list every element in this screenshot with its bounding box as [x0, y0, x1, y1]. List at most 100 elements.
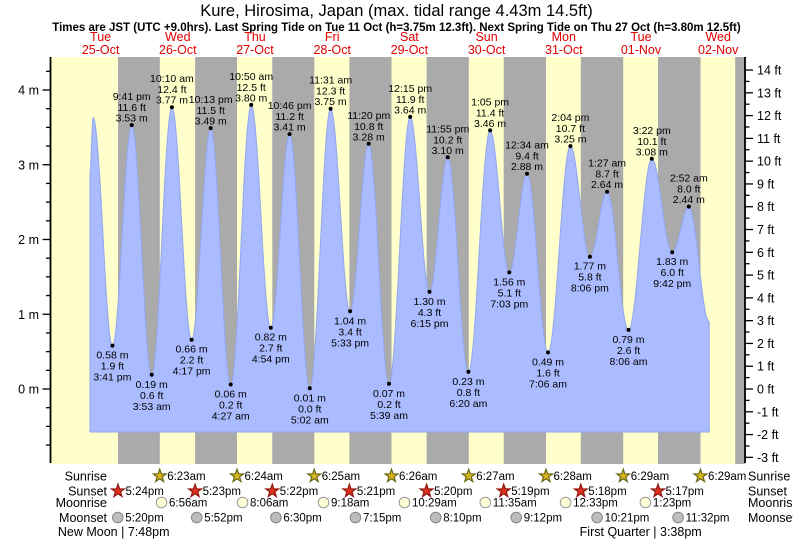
day-label-date: 31-Oct [545, 43, 583, 57]
left-tick-label: 4 m [18, 84, 39, 98]
tide-dot [110, 343, 115, 348]
high-tide-ft: 12.4 ft [157, 84, 186, 96]
high-tide-ft: 10.7 ft [556, 123, 585, 135]
high-tide-ft: 11.2 ft [275, 111, 303, 123]
high-tide-ft: 12.3 ft [316, 86, 345, 98]
sunrise-time: 6:26am [399, 471, 437, 483]
high-tide-time: 3:22 pm [633, 125, 671, 137]
high-tide-m: 3.77 m [156, 95, 188, 107]
row-label-sunset-right: Sunset [748, 485, 787, 499]
sunset-time: 5:24pm [126, 486, 164, 498]
right-tick-label: 6 ft [757, 246, 775, 260]
right-tick-label: 3 ft [757, 314, 775, 328]
sunrise-time: 6:29am [631, 471, 669, 483]
tide-dot [249, 102, 254, 107]
left-tick-label: 0 m [18, 383, 39, 397]
low-tide-time: 9:42 pm [653, 278, 691, 290]
tide-dot [507, 270, 512, 275]
high-tide-m: 2.44 m [673, 194, 705, 206]
low-tide-ft: 3.4 ft [338, 326, 361, 338]
tide-dot [568, 144, 573, 149]
right-tick-label: -1 ft [757, 405, 779, 419]
tide-dot [445, 155, 450, 160]
moonset-time: 9:12pm [524, 513, 562, 525]
moonset-time: 5:52pm [204, 513, 242, 525]
moonrise-time: 10:29am [412, 498, 457, 510]
high-tide-ft: 8.7 ft [595, 169, 618, 181]
tide-dot [268, 325, 273, 330]
moonrise-time: 8:06am [250, 498, 288, 510]
high-tide-ft: 11.4 ft [476, 107, 504, 119]
moonrise-time: 1:23pm [653, 498, 691, 510]
moonrise-icon [639, 496, 652, 509]
high-tide-m: 3.49 m [195, 116, 227, 128]
right-tick-label: 5 ft [757, 269, 775, 283]
moonset-icon [510, 511, 523, 524]
low-tide-m: 1.04 m [334, 315, 366, 327]
sunrise-time: 6:25am [322, 471, 360, 483]
moonset-time: 8:10pm [443, 513, 481, 525]
page-title: Kure, Hirosima, Japan (max. tidal range … [200, 2, 593, 20]
low-tide-time: 4:27 am [212, 411, 250, 423]
high-tide-time: 10:50 am [229, 71, 273, 83]
high-tide-m: 2.88 m [511, 161, 543, 173]
high-tide-ft: 11.5 ft [196, 105, 224, 117]
low-tide-time: 6:20 am [449, 398, 487, 410]
sunset-icon [495, 482, 512, 498]
low-tide-m: 0.01 m [294, 392, 326, 404]
sunrise-icon [151, 467, 168, 484]
moonrise-time: 9:18am [331, 498, 369, 510]
low-tide-ft: 1.6 ft [536, 367, 559, 379]
high-tide-m: 3.25 m [554, 134, 586, 146]
day-label-name: Sun [475, 30, 497, 44]
right-tick-label: 13 ft [757, 86, 782, 100]
sunrise-icon [460, 467, 477, 484]
moonset-icon [270, 511, 282, 524]
tide-dot [649, 156, 654, 161]
low-tide-time: 3:41 pm [93, 372, 131, 384]
low-tide-m: 0.23 m [452, 376, 484, 388]
sunrise-time: 6:27am [476, 471, 514, 483]
right-tick-label: 1 ft [757, 360, 775, 374]
moonrise-icon [317, 496, 330, 509]
row-label-sunset-left: Sunset [68, 485, 107, 499]
day-label-name: Tue [630, 30, 651, 44]
moonrise-time: 12:33pm [573, 498, 618, 510]
day-label-name: Mon [552, 30, 576, 44]
day-label-date: 26-Oct [159, 43, 197, 57]
moonset-icon [190, 511, 203, 524]
day-label-name: Thu [244, 30, 266, 44]
sunset-icon [264, 482, 281, 499]
low-tide-ft: 2.2 ft [180, 355, 203, 367]
tide-dot [328, 106, 333, 111]
row-label-moonset-left: Moonset [59, 511, 107, 525]
tide-dot [348, 309, 353, 314]
high-tide-time: 11:20 pm [347, 110, 390, 122]
sunset-time: 5:19pm [511, 486, 549, 498]
low-tide-time: 7:03 pm [490, 298, 528, 310]
sunrise-time: 6:24am [245, 471, 283, 483]
high-tide-m: 3.28 m [353, 131, 385, 143]
moon-phase-label: First Quarter | 3:38pm [580, 525, 702, 539]
high-tide-m: 2.64 m [591, 179, 623, 191]
left-tick-label: 2 m [18, 233, 39, 247]
sunset-time: 5:23pm [203, 486, 241, 498]
moonset-icon [672, 511, 684, 524]
row-label-moonrise-right: Moonrise [748, 496, 793, 510]
high-tide-m: 3.80 m [235, 92, 267, 104]
sunrise-icon [306, 467, 323, 484]
tide-dot [169, 105, 174, 110]
low-tide-ft: 6.0 ft [661, 267, 684, 279]
sunrise-icon [615, 467, 632, 484]
right-tick-label: -3 ft [757, 451, 779, 465]
tide-dot [307, 386, 312, 391]
day-label-date: 29-Oct [391, 43, 429, 57]
sunset-icon [418, 482, 435, 499]
sunset-icon [109, 482, 127, 499]
day-label-name: Wed [165, 30, 191, 44]
moonset-time: 6:30pm [283, 513, 321, 525]
low-tide-m: 0.07 m [373, 388, 405, 400]
tide-dot [686, 204, 691, 209]
